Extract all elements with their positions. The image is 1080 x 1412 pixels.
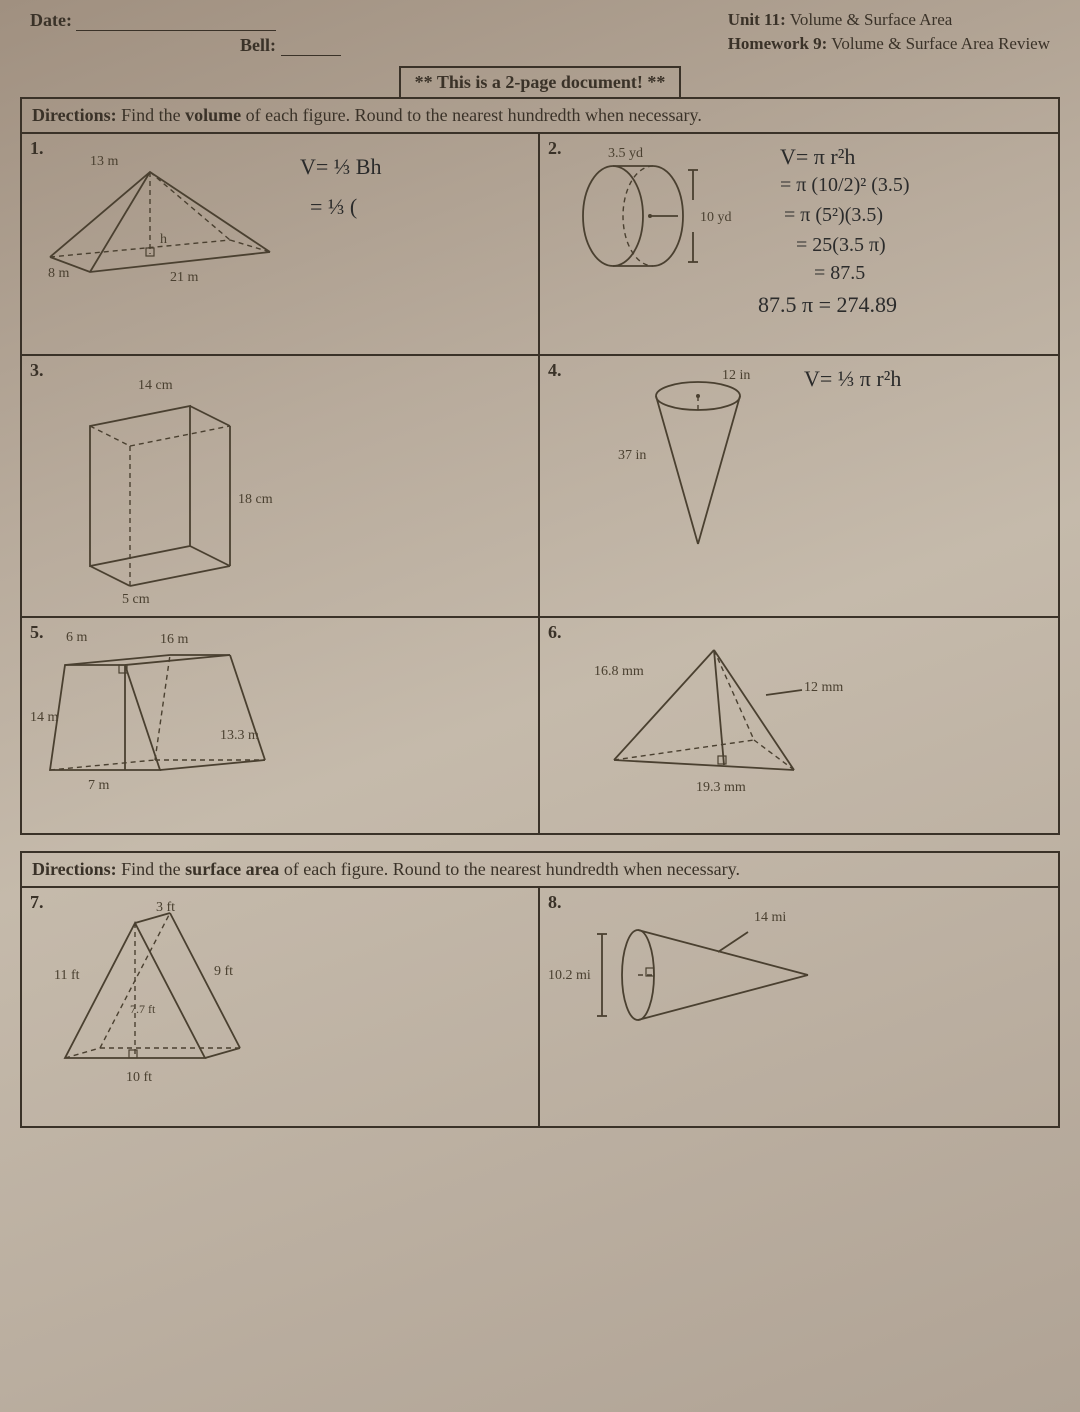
worksheet-header: Date: Bell: Unit 11: Volume & Surface Ar… [20, 6, 1060, 64]
q2-hw4: = 25(3.5 π) [796, 234, 886, 257]
q2-hw3: = π (5²)(3.5) [784, 204, 883, 227]
q3-figure: 14 cm 18 cm 5 cm [30, 362, 530, 608]
cell-q6: 6. 16.8 mm 12 mm 19.3 mm [540, 618, 1058, 833]
row-1: 1. 13 m 8 m h 21 m [22, 134, 1058, 356]
q7-height: 7.7 ft [130, 1002, 155, 1017]
q4-slant: 37 in [618, 448, 646, 464]
hw-title: Volume & Surface Area Review [831, 34, 1050, 53]
q3-top: 14 cm [138, 378, 173, 394]
q1-base-l: 21 m [170, 270, 198, 286]
bell-blank[interactable] [281, 36, 341, 56]
q8-diam: 10.2 mi [548, 968, 591, 984]
q5-figure: 6 m 16 m 14 m 13.3 m 7 m [30, 624, 530, 825]
cell-q1: 1. 13 m 8 m h 21 m [22, 134, 540, 354]
q5-left: 14 m [30, 710, 58, 726]
q7-left: 11 ft [54, 968, 80, 984]
hw-line: Homework 9: Volume & Surface Area Review [728, 34, 1050, 54]
sa-text-b: of each figure. Round to the nearest hun… [279, 859, 740, 879]
q7-top: 3 ft [156, 900, 175, 916]
prism-icon [60, 376, 280, 606]
q7-base: 10 ft [126, 1070, 152, 1086]
cell-q8: 8. 14 mi 10.2 mi [540, 888, 1058, 1126]
bell-label: Bell: [240, 35, 276, 55]
date-blank[interactable] [76, 11, 276, 31]
q8-figure: 14 mi 10.2 mi [548, 894, 1050, 1118]
notice-box: ** This is a 2-page document! ** [399, 66, 682, 99]
cell-q5: 5. 6 m [22, 618, 540, 833]
q2-diam: 10 yd [700, 210, 732, 226]
q4-hw1: V= ⅓ π r²h [804, 366, 901, 392]
q4-figure: 12 in 37 in V= ⅓ π r²h [548, 362, 1050, 608]
sideways-cone-icon [588, 910, 848, 1050]
sa-section: Directions: Find the surface area of eac… [20, 851, 1060, 1128]
notice-wrap: ** This is a 2-page document! ** [20, 64, 1060, 99]
q4-diam: 12 in [722, 368, 750, 384]
bell-field: Bell: [30, 35, 341, 56]
sa-label: Directions: [32, 859, 117, 879]
q8-slant: 14 mi [754, 910, 786, 926]
hw-label: Homework 9: [728, 34, 828, 53]
q6-figure: 16.8 mm 12 mm 19.3 mm [548, 624, 1050, 825]
unit-title: Volume & Surface Area [790, 10, 953, 29]
directions-sa: Directions: Find the surface area of eac… [22, 853, 1058, 888]
dir-text-a: Find the [117, 105, 186, 125]
q5-top: 6 m [66, 630, 87, 646]
cone-icon [618, 374, 778, 564]
cell-q7: 7. 3 ft 11 ft 9 ft [22, 888, 540, 1126]
sa-text-a: Find the [117, 859, 186, 879]
q2-figure: 3.5 yd 10 yd V= π r²h = π (10/2)² (3.5) … [548, 140, 1050, 346]
cell-q2: 2. 3.5 yd [540, 134, 1058, 354]
dir-bold: volume [185, 105, 241, 125]
q2-hw2: = π (10/2)² (3.5) [780, 174, 910, 197]
q5-depth: 16 m [160, 632, 188, 648]
q1-hw2: = ⅓ ( [310, 194, 357, 220]
q3-depth: 5 cm [122, 592, 150, 608]
directions-label: Directions: [32, 105, 117, 125]
q6-edge: 12 mm [804, 680, 843, 696]
q7-right: 9 ft [214, 964, 233, 980]
q1-hw1: V= ⅓ Bh [300, 154, 381, 180]
dir-text-b: of each figure. Round to the nearest hun… [241, 105, 702, 125]
q2-hw1: V= π r²h [780, 144, 855, 170]
q1-base-w: 8 m [48, 266, 69, 282]
header-right: Unit 11: Volume & Surface Area Homework … [728, 10, 1050, 54]
q1-figure: 13 m 8 m h 21 m V= ⅓ Bh = ⅓ ( [30, 140, 530, 346]
date-field: Date: [30, 10, 341, 31]
leader-line [766, 690, 806, 700]
trapezoid-prism-icon [30, 640, 290, 810]
q3-side: 18 cm [238, 492, 273, 508]
header-left: Date: Bell: [30, 10, 341, 56]
unit-label: Unit 11: [728, 10, 786, 29]
cylinder-icon [578, 156, 698, 286]
q5-bottom: 7 m [88, 778, 109, 794]
worksheet-page: Date: Bell: Unit 11: Volume & Surface Ar… [0, 0, 1080, 1412]
volume-section: Directions: Find the volume of each figu… [20, 97, 1060, 835]
row-3: 5. 6 m [22, 618, 1058, 833]
q2-h: 3.5 yd [608, 146, 643, 162]
q7-figure: 3 ft 11 ft 9 ft 7.7 ft 10 ft [30, 894, 530, 1118]
row-4: 7. 3 ft 11 ft 9 ft [22, 888, 1058, 1126]
q6-slant: 16.8 mm [594, 664, 644, 680]
tri-prism-icon [40, 908, 300, 1098]
q5-height: 13.3 m [220, 728, 259, 744]
sa-bold: surface area [185, 859, 279, 879]
date-label: Date: [30, 10, 72, 30]
row-2: 3. 14 cm 18 cm 5 cm [22, 356, 1058, 618]
q2-hw5: = 87.5 [814, 262, 865, 285]
unit-line: Unit 11: Volume & Surface Area [728, 10, 1050, 30]
q1-h: h [160, 232, 167, 248]
q1-slant: 13 m [90, 154, 118, 170]
cell-q4: 4. 12 in 37 in V= ⅓ π r²h [540, 356, 1058, 616]
directions-volume: Directions: Find the volume of each figu… [22, 99, 1058, 134]
q6-base: 19.3 mm [696, 780, 746, 796]
cell-q3: 3. 14 cm 18 cm 5 cm [22, 356, 540, 616]
q2-hw6: 87.5 π = 274.89 [758, 292, 897, 318]
